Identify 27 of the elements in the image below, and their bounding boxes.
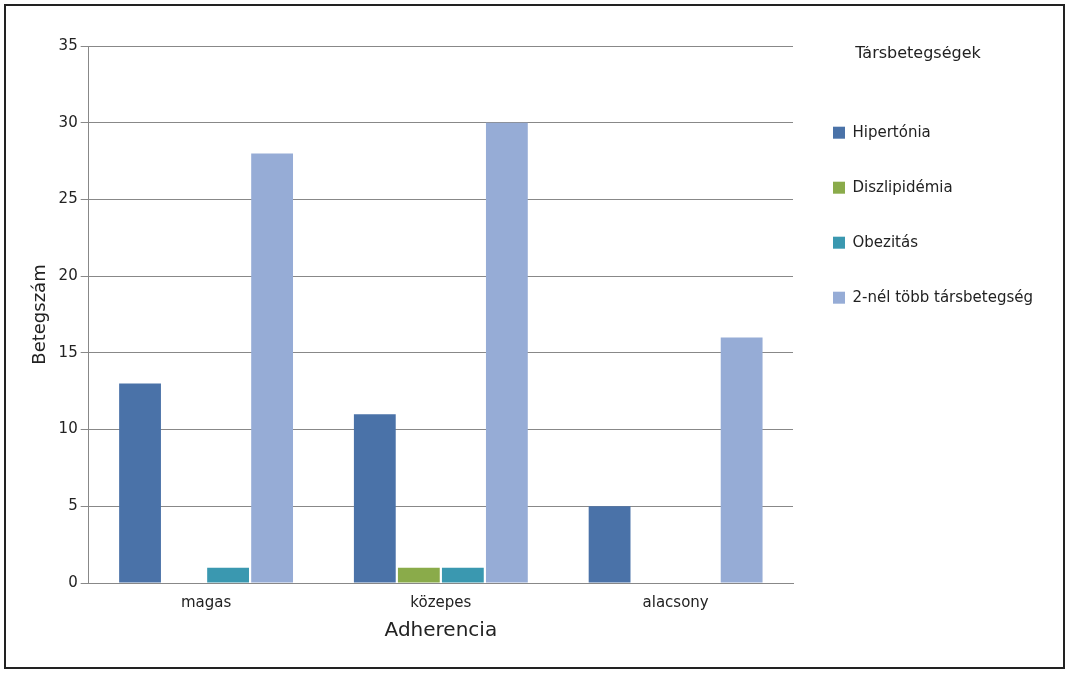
y-axis-title: Betegszám xyxy=(28,264,50,365)
y-tick-label: 30 xyxy=(58,112,78,131)
legend-label: Hipertónia xyxy=(852,122,931,141)
legend-label: 2-nél több társbetegség xyxy=(852,287,1033,306)
legend-label: Obezitás xyxy=(852,232,919,251)
bar xyxy=(207,567,249,583)
y-tick-label: 35 xyxy=(58,35,78,54)
y-tick-label: 25 xyxy=(58,189,78,208)
x-tick-label: magas xyxy=(180,592,232,611)
bar xyxy=(588,506,631,583)
legend-title: Társbetegségek xyxy=(854,43,982,63)
y-tick-label: 15 xyxy=(58,342,78,361)
y-tick-label: 0 xyxy=(68,572,78,591)
x-tick-label: közepes xyxy=(410,592,472,611)
bar xyxy=(119,383,161,583)
bar xyxy=(720,337,763,583)
bar xyxy=(353,414,396,583)
legend-label: Diszlipidémia xyxy=(852,177,953,196)
x-axis-title: Adherencia xyxy=(384,617,498,642)
y-tick-label: 20 xyxy=(58,266,78,285)
bar xyxy=(251,153,294,583)
bar xyxy=(397,567,440,583)
x-tick-label: alacsony xyxy=(642,592,709,611)
y-tick-label: 5 xyxy=(68,496,78,515)
bar xyxy=(485,122,528,583)
bar xyxy=(441,567,484,583)
y-tick-label: 10 xyxy=(58,419,78,438)
